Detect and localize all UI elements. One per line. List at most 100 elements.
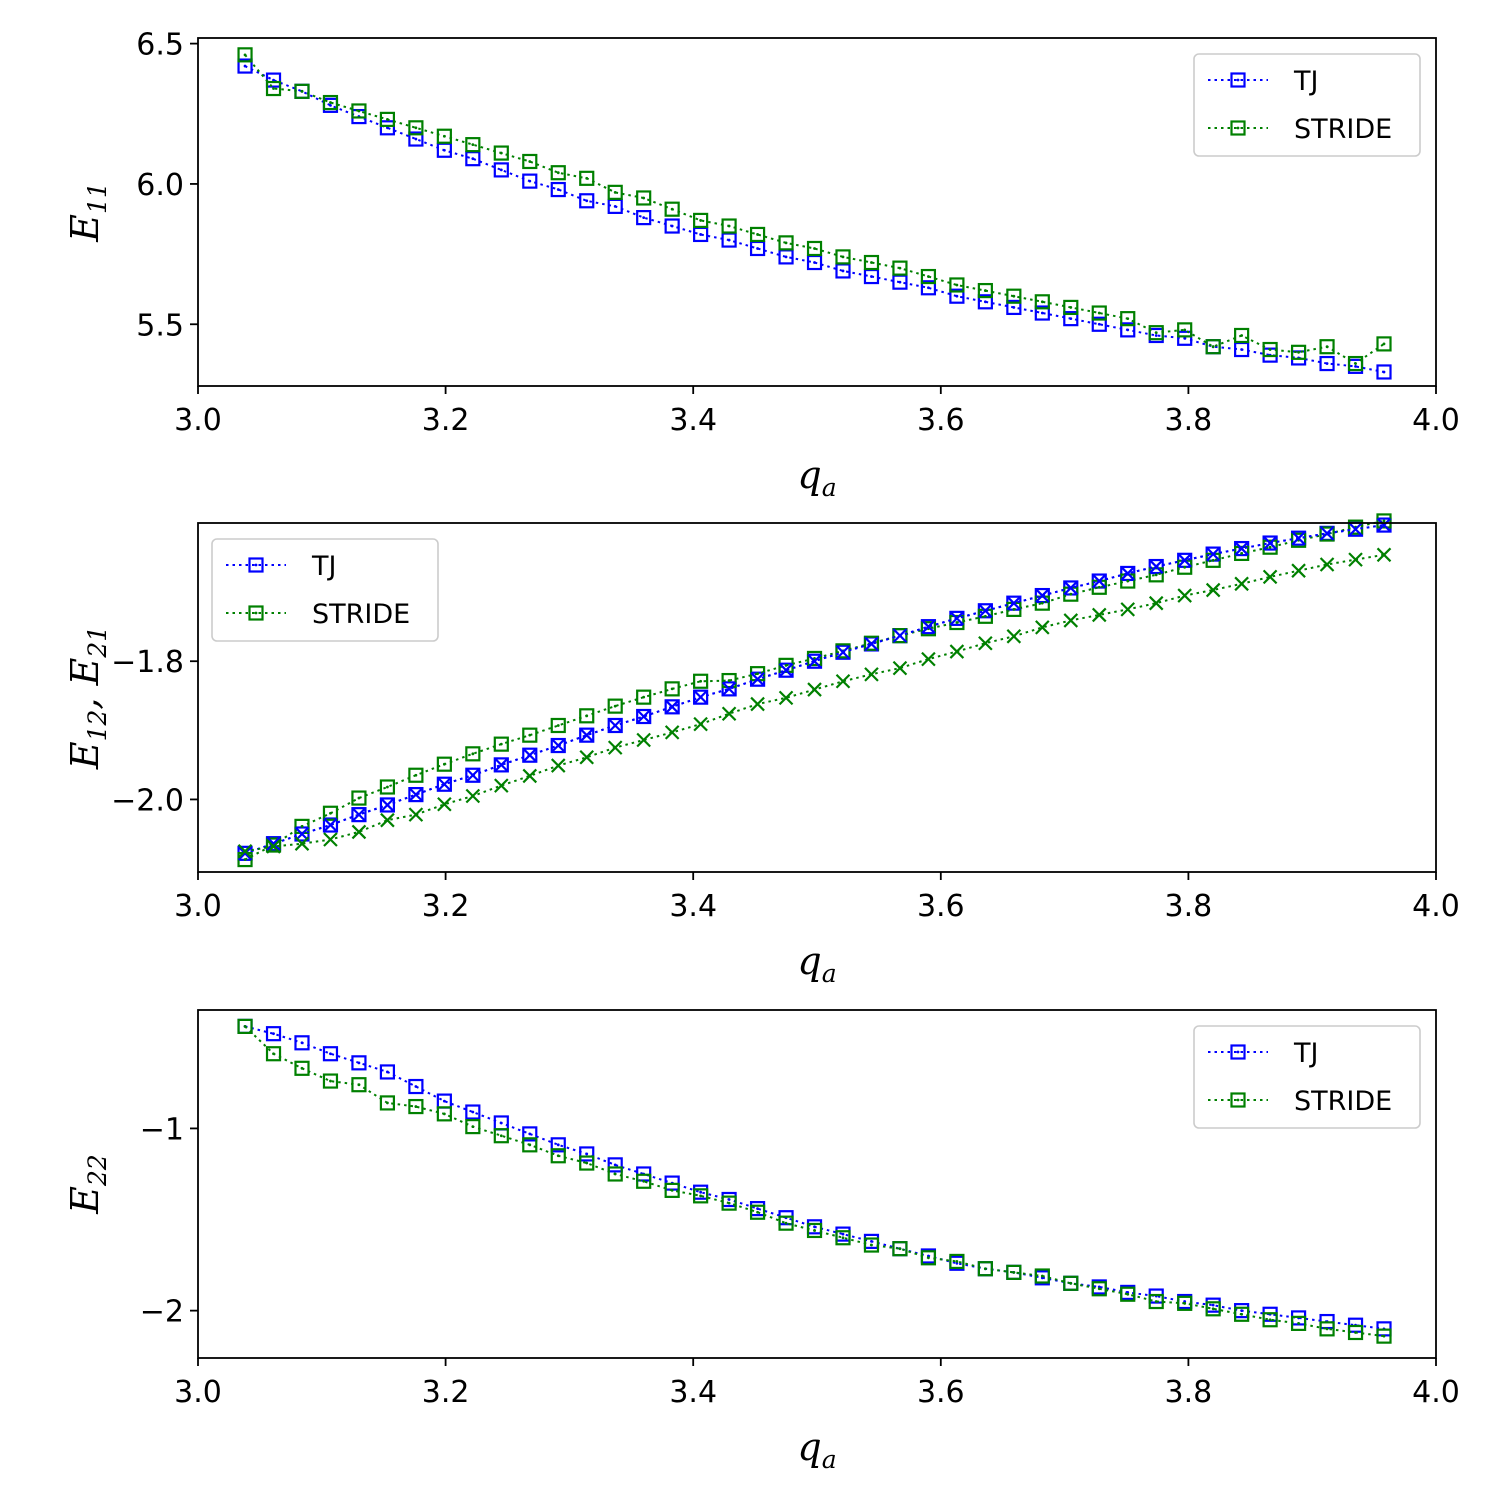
data-point [465,767,481,783]
series-line [244,524,1385,855]
data-point [1376,517,1392,533]
data-point [778,690,794,706]
data-point [237,47,253,63]
data-point [949,614,965,631]
x-tick-label: 3.0 [174,889,222,924]
data-point [265,1046,282,1062]
data-point [1035,588,1050,603]
data-point [1319,355,1335,372]
data-point [1063,299,1079,316]
x-axis-label: qa [797,1425,836,1474]
data-point [977,282,993,299]
data-point [721,218,737,234]
data-point [379,1095,396,1111]
data-point [1291,530,1306,546]
x-tick-label: 3.6 [917,889,965,924]
data-point [977,1261,993,1277]
y-tick-label: 5.5 [136,308,184,343]
data-point [1063,1275,1079,1291]
y-tick-label: 6.0 [136,168,184,203]
legend-item-tj: TJ [1208,1038,1318,1069]
x-tick-label: 3.8 [1165,403,1213,438]
legend-marker [1230,1044,1246,1060]
data-point [436,756,452,772]
data-point [863,254,880,271]
data-point [493,145,509,161]
data-point [664,1182,680,1198]
data-point [636,689,652,705]
legend-box [1193,1025,1421,1129]
data-point [806,240,823,257]
data-point [921,619,936,634]
x-tick-label: 4.0 [1412,403,1460,438]
x-tick-label: 3.4 [669,403,717,438]
x-tick-label: 4.0 [1412,889,1460,924]
data-point [1148,559,1164,574]
data-point [1319,526,1335,541]
x-tick-label: 3.0 [174,1375,222,1410]
data-point [351,807,367,822]
legend-label: STRIDE [1294,114,1392,145]
data-point [1262,535,1278,551]
data-point [579,193,595,209]
data-point [721,672,737,689]
data-point [1006,299,1022,316]
data-point [379,779,396,795]
y-axis-label: E12, E21 [63,626,112,770]
data-point [1034,294,1050,310]
legend-marker [248,605,264,621]
data-point [636,709,651,724]
data-point [693,716,708,732]
x-tick-label: 3.2 [422,403,470,438]
data-point [351,1055,367,1071]
data-point [408,120,424,136]
y-tick-label: 6.5 [136,28,184,63]
data-point [408,131,424,147]
data-point [579,727,595,743]
data-point [322,1073,339,1089]
data-point [892,1241,908,1257]
data-point [522,768,538,784]
data-point [1205,339,1221,355]
data-point [522,747,538,763]
data-point [265,1026,282,1042]
data-point [1205,1301,1221,1317]
legend-item-tj: TJ [1208,66,1318,97]
data-point [1177,553,1192,568]
data-point [778,657,794,673]
data-point [1319,1321,1335,1337]
data-point [978,603,993,619]
data-point [351,103,367,119]
data-point [778,1215,794,1231]
data-point [921,651,936,667]
data-point [322,805,339,821]
data-point [351,1077,367,1093]
data-point [550,717,566,734]
data-point [522,1137,538,1153]
y-axis-label: E11 [63,182,112,243]
x-tick-label: 3.2 [422,889,470,924]
y-tick-label: −1 [140,1112,184,1147]
data-point [522,1126,538,1142]
data-point [237,1018,253,1034]
data-point [322,94,339,111]
plot-frame [197,37,1437,387]
data-point [749,1204,766,1220]
data-point [949,1253,965,1270]
data-point [522,153,538,170]
data-point [636,210,652,226]
legend-label: TJ [311,551,336,582]
data-point [579,750,595,765]
data-point [1234,1306,1250,1322]
data-point [380,812,395,828]
data-point [863,1237,880,1253]
data-point [721,1195,737,1211]
data-point [323,832,338,847]
data-point [522,727,538,743]
data-point [437,776,452,792]
data-point [1063,613,1079,628]
data-point [1006,1264,1022,1280]
data-point [1290,344,1307,360]
data-point [1148,1293,1164,1310]
data-point [1291,563,1306,578]
